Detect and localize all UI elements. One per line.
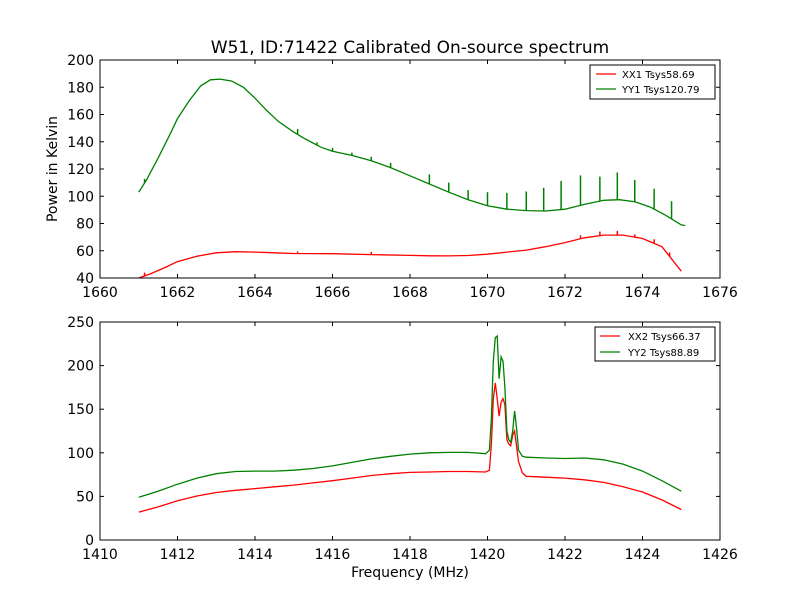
y-tick-label: 120 (67, 162, 94, 178)
y-tick-label: 160 (67, 108, 94, 124)
top-legend: XX1 Tsys58.69 YY1 Tsys120.79 (589, 64, 716, 100)
y-tick-label: 140 (67, 135, 94, 151)
bottom-subplot: Frequency (MHz) 1410 1412 1414 1416 1418 1420… (67, 315, 738, 581)
x-tick-label: 1420 (470, 547, 506, 563)
y-tick-label: 200 (67, 359, 94, 375)
legend-label-xx2: XX2 Tsys66.37 (628, 332, 701, 343)
y-tick-label: 180 (67, 80, 94, 96)
bottom-plot-lines (138, 334, 682, 513)
x-tick-label: 1426 (702, 547, 738, 563)
x-tick-label: 1662 (160, 285, 196, 301)
bottom-legend: XX2 Tsys66.37 YY2 Tsys88.89 (594, 326, 716, 362)
x-tick-label: 1416 (315, 547, 351, 563)
bottom-legend-box (594, 326, 716, 362)
x-tick-label: 1676 (702, 285, 738, 301)
x-tick-label: 1666 (315, 285, 351, 301)
top-plot-lines (138, 78, 686, 279)
top-legend-box (589, 64, 716, 100)
y-tick-label: 200 (67, 53, 94, 69)
series-line-yy2 (138, 334, 682, 498)
x-tick-label: 1664 (237, 285, 273, 301)
x-tick-label: 1422 (547, 547, 583, 563)
x-tick-label: 1418 (392, 547, 428, 563)
legend-label-yy2: YY2 Tsys88.89 (627, 348, 699, 359)
top-y-axis-label: Power in Kelvin (45, 116, 61, 222)
legend-label-yy1: YY1 Tsys120.79 (621, 85, 700, 96)
y-tick-label: 80 (76, 217, 94, 233)
series-line-yy1 (138, 78, 686, 227)
top-subplot: W51, ID:71422 Calibrated On-source spect… (45, 38, 738, 301)
x-tick-label: 1414 (237, 547, 273, 563)
y-tick-label: 100 (67, 446, 94, 462)
y-tick-label: 100 (67, 189, 94, 205)
x-tick-label: 1412 (160, 547, 196, 563)
x-tick-label: 1410 (82, 547, 118, 563)
series-line-xx1 (138, 234, 682, 279)
y-tick-label: 50 (76, 489, 94, 505)
y-tick-label: 250 (67, 315, 94, 331)
top-plot-frame (99, 59, 721, 279)
x-tick-label: 1660 (82, 285, 118, 301)
y-tick-label: 0 (85, 533, 94, 549)
y-tick-label: 60 (76, 244, 94, 260)
bottom-x-axis-label: Frequency (MHz) (351, 565, 469, 581)
y-tick-label: 150 (67, 402, 94, 418)
series-line-xx2 (138, 382, 682, 513)
chart-title: W51, ID:71422 Calibrated On-source spect… (211, 38, 609, 58)
bottom-plot-frame (99, 321, 721, 541)
top-axis-ticks: 1660 1662 1664 1666 1668 1670 1672 1674 1676 40 60… (67, 53, 738, 301)
x-tick-label: 1672 (547, 285, 583, 301)
x-tick-label: 1674 (625, 285, 661, 301)
x-tick-label: 1668 (392, 285, 428, 301)
x-tick-label: 1670 (470, 285, 506, 301)
x-tick-label: 1424 (625, 547, 661, 563)
legend-label-xx1: XX1 Tsys58.69 (622, 70, 695, 81)
y-tick-label: 40 (76, 271, 94, 287)
